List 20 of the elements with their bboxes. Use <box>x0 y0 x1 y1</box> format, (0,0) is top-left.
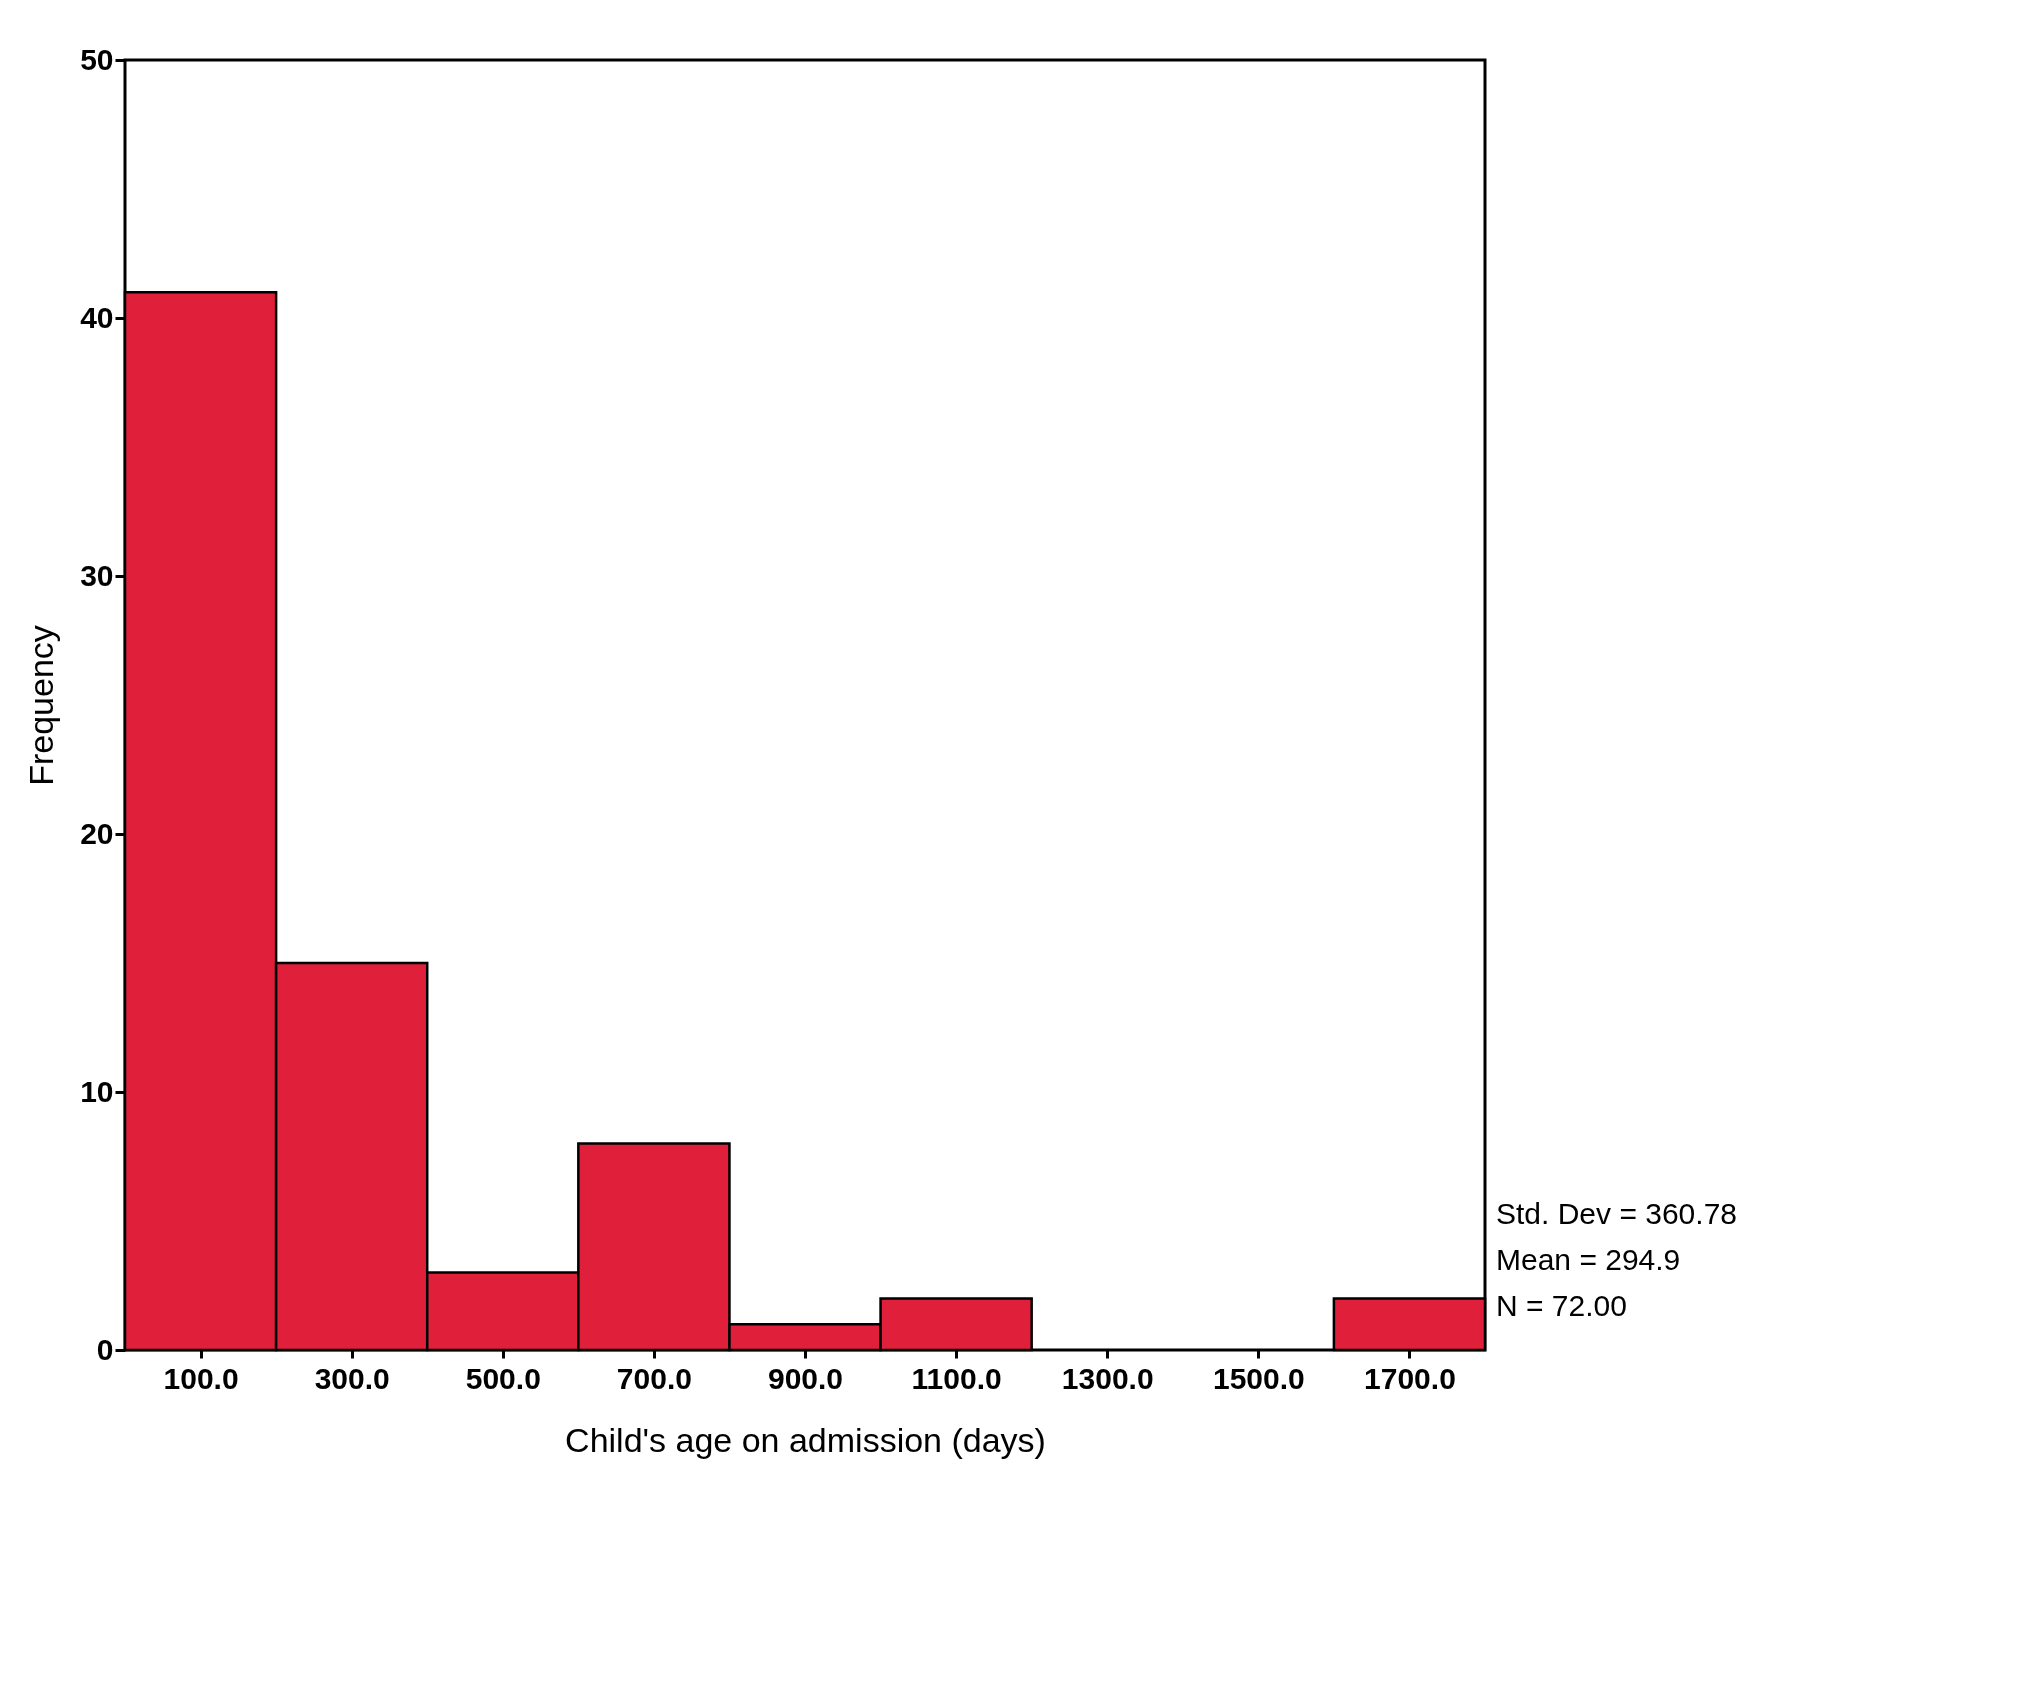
y-tick-label: 50 <box>80 42 114 76</box>
x-axis-title: Child's age on admission (days) <box>565 1420 1046 1459</box>
x-tick-label: 100.0 <box>163 1361 239 1395</box>
x-tick-label: 1700.0 <box>1364 1361 1456 1395</box>
y-tick-label: 40 <box>80 300 114 334</box>
text: Std. Dev = 360.78 <box>1496 1196 1737 1232</box>
y-tick-label: 0 <box>96 1332 114 1366</box>
x-tick-label: 700.0 <box>616 1361 692 1395</box>
x-tick-label: 500.0 <box>465 1361 541 1395</box>
y-tick-label: 30 <box>80 558 114 592</box>
text: Mean = 294.9 <box>1496 1242 1682 1278</box>
x-tick-label: 1300.0 <box>1061 1361 1154 1395</box>
x-tick-label: 1500.0 <box>1212 1361 1305 1395</box>
text: N = 72.00 <box>1496 1288 1628 1324</box>
y-axis-title: Frequency <box>22 625 61 786</box>
y-tick-label: 10 <box>80 1074 114 1108</box>
x-tick-label: 900.0 <box>767 1361 844 1395</box>
y-tick-label: 20 <box>80 816 114 850</box>
x-tick-label: 1100.0 <box>911 1361 1002 1395</box>
x-tick-label: 300.0 <box>314 1361 390 1395</box>
